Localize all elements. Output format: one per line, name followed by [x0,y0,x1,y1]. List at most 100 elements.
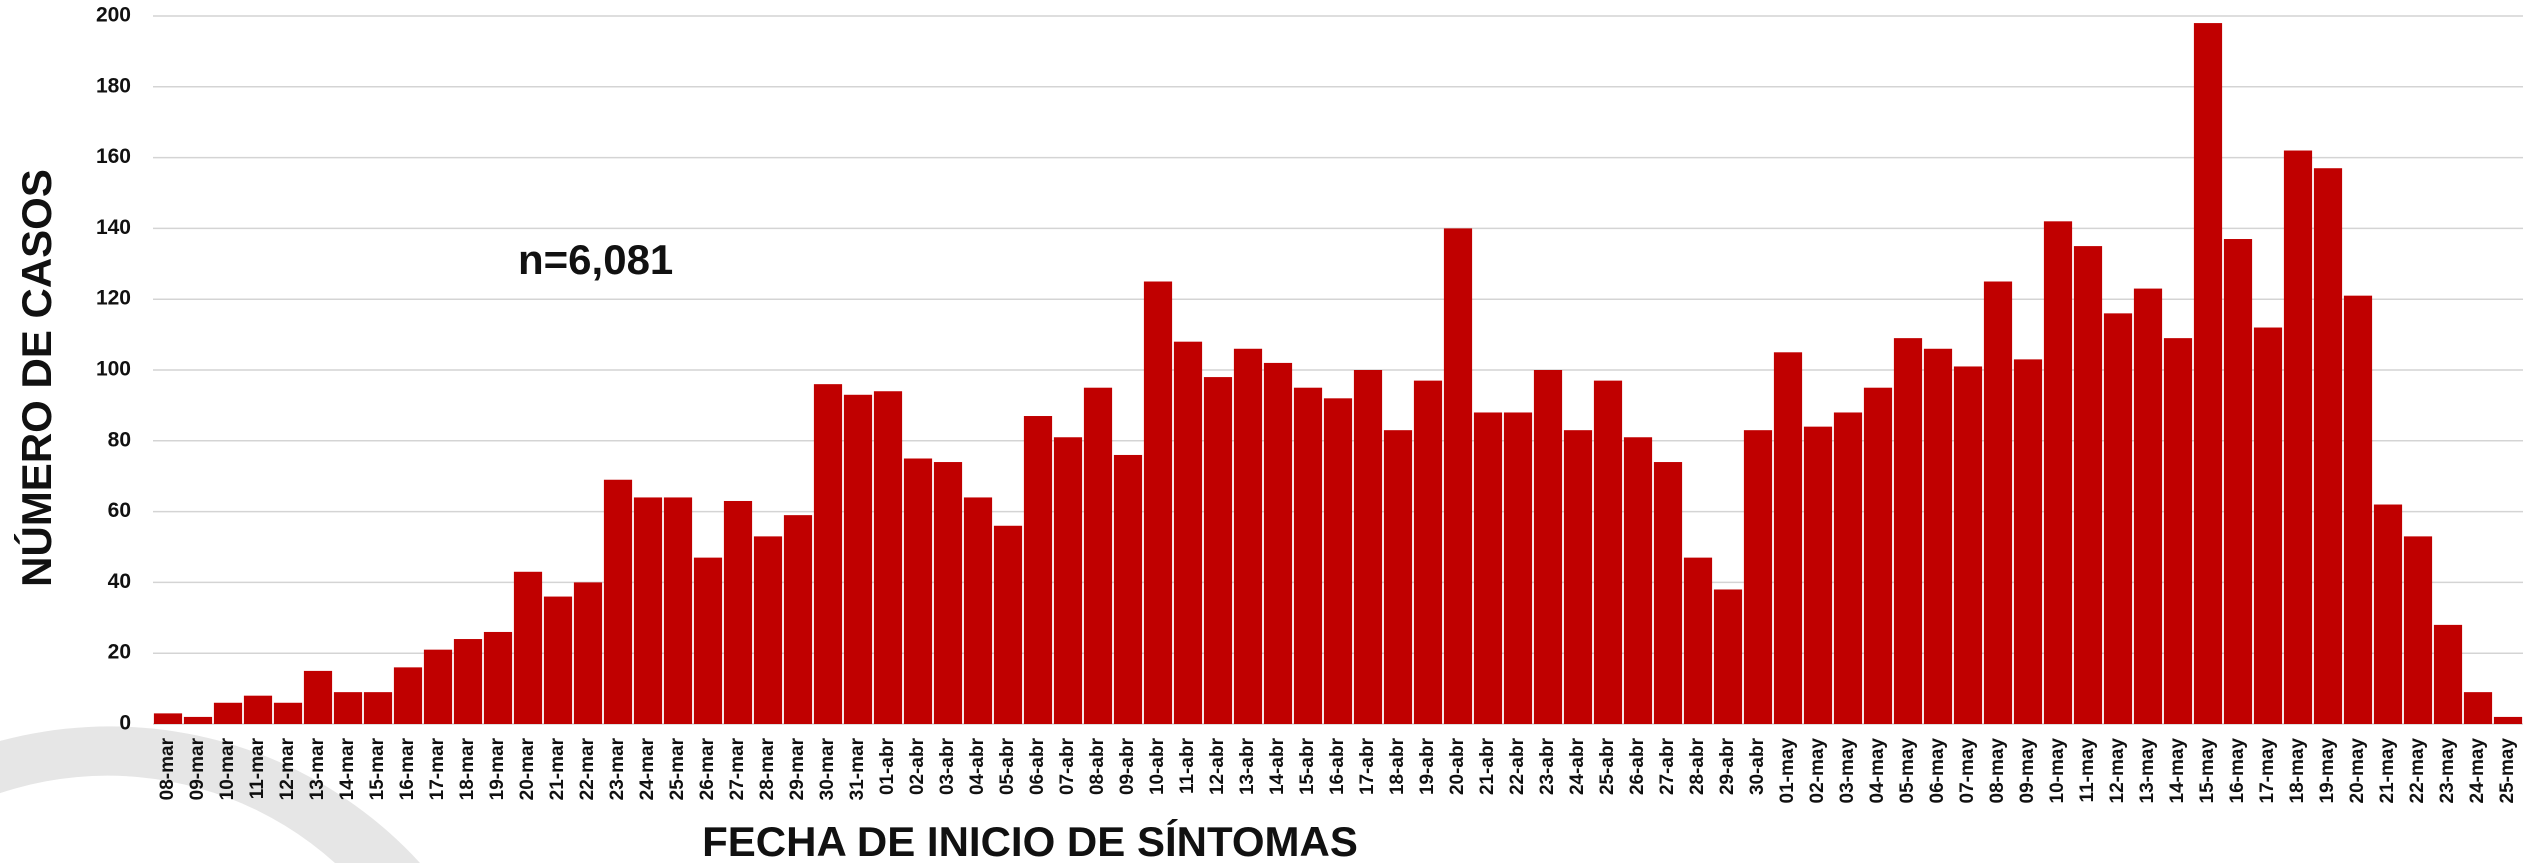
x-tick-label: 11-may [2077,738,2098,803]
x-tick-label: 13-mar [307,737,328,800]
bar [543,596,573,724]
x-tick-label: 11-abr [1177,737,1198,794]
bar [1743,430,1773,724]
bar [1803,426,1833,724]
x-tick-label: 16-may [2227,738,2248,804]
bar [2163,338,2193,724]
bar [1773,352,1803,724]
bar [1353,370,1383,724]
x-tick-label: 26-mar [697,737,718,800]
x-tick-label: 12-abr [1207,737,1228,795]
bar [663,497,693,724]
x-tick-label: 30-mar [817,737,838,800]
x-tick-label: 29-abr [1717,737,1738,795]
bar [483,631,513,724]
bar [2223,239,2253,724]
bar [1263,362,1293,724]
x-tick-label: 02-abr [907,737,928,795]
x-tick-label: 14-abr [1267,737,1288,795]
x-tick-label: 08-abr [1087,737,1108,795]
x-tick-label: 23-mar [607,737,628,800]
x-axis-title: FECHA DE INICIO DE SÍNTOMAS [702,818,1358,863]
y-tick-label: 0 [119,712,131,735]
bar [2133,288,2163,724]
x-tick-label: 17-may [2257,738,2278,804]
x-tick-label: 28-abr [1687,737,1708,795]
x-tick-label: 03-abr [937,737,958,795]
x-tick-label: 12-mar [277,737,298,800]
bar [783,515,813,724]
bar [1203,377,1233,724]
x-tick-label: 27-abr [1657,737,1678,795]
x-tick-label: 06-may [1927,738,1948,804]
bar [393,667,423,724]
bar [2403,536,2433,724]
x-tick-label: 19-may [2317,738,2338,804]
x-tick-label: 25-mar [667,737,688,800]
bar [2253,327,2283,724]
bar [693,557,723,724]
y-tick-label: 60 [108,499,131,522]
bar [453,639,483,724]
bar [813,384,843,724]
x-tick-label: 25-may [2497,738,2518,804]
bar [1143,281,1173,724]
y-tick-label: 180 [96,74,131,97]
x-tick-label: 07-abr [1057,737,1078,795]
x-tick-label: 24-abr [1567,737,1588,795]
x-tick-label: 23-abr [1537,737,1558,795]
y-axis-title: NÚMERO DE CASOS [12,169,60,587]
bar [903,458,933,724]
bar [243,695,273,724]
x-tick-label: 24-mar [637,737,658,800]
bar [1503,412,1533,724]
x-tick-label: 02-may [1807,738,1828,804]
bar [1233,348,1263,724]
x-tick-label: 16-mar [397,737,418,800]
bar [1713,589,1743,724]
background-arc [0,726,420,863]
bar [2313,168,2343,725]
bar [1443,228,1473,724]
x-tick-label: 20-may [2347,738,2368,804]
bar [873,391,903,724]
bar [1863,387,1893,724]
annotation: n=6,081 [518,236,673,283]
x-tick-label: 22-abr [1507,737,1528,795]
x-tick-label: 14-may [2167,738,2188,804]
bar [423,649,453,724]
x-tick-label: 23-may [2437,738,2458,804]
bar [933,462,963,724]
x-tick-label: 31-mar [847,737,868,800]
x-tick-label: 09-mar [187,737,208,800]
x-tick-label: 09-may [2017,738,2038,804]
x-tick-label: 30-abr [1747,737,1768,795]
x-tick-label: 05-abr [997,737,1018,795]
y-tick-label: 140 [96,216,131,239]
x-tick-label: 09-abr [1117,737,1138,795]
y-tick-label: 120 [96,287,131,310]
x-tick-label: 17-mar [427,737,448,800]
bar [1533,370,1563,724]
x-tick-label: 22-may [2407,738,2428,804]
bar [573,582,603,724]
bar [2373,504,2403,724]
bar [2103,313,2133,724]
x-tick-label: 01-abr [877,737,898,795]
x-tick-label: 11-mar [247,737,268,799]
bar [2283,150,2313,724]
y-tick-label: 100 [96,358,131,381]
bar [1293,387,1323,724]
bar [753,536,783,724]
x-tick-label: 18-abr [1387,737,1408,795]
x-tick-label: 28-mar [757,737,778,800]
bar [993,525,1023,724]
y-tick-label: 40 [108,570,131,593]
bar [2073,246,2103,724]
bar [1983,281,2013,724]
x-tick-label: 19-mar [487,737,508,800]
bar [1953,366,1983,724]
x-tick-label: 24-may [2467,738,2488,804]
bar [213,702,243,724]
x-tick-label: 13-may [2137,738,2158,804]
